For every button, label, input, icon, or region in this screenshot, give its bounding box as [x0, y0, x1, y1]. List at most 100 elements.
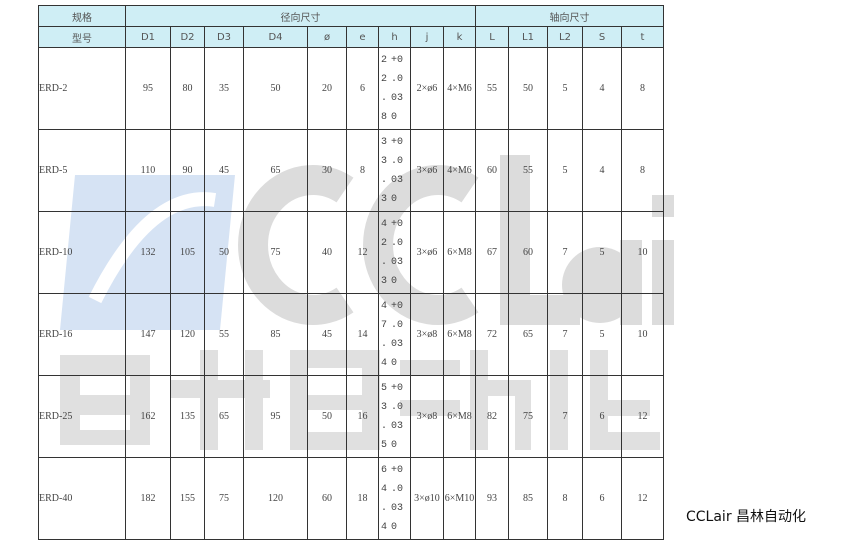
column-header: L1: [508, 26, 548, 48]
h-tolerance: .0: [391, 319, 404, 331]
column-header: e: [346, 26, 379, 48]
h-digit: .: [381, 92, 388, 104]
d4-cell: 95: [243, 375, 308, 458]
k-cell: 4×M6: [443, 47, 476, 130]
d3-cell: 55: [204, 293, 244, 376]
h-tolerance: 03: [391, 174, 404, 186]
h-digit: 4: [381, 218, 388, 230]
d3-cell: 75: [204, 457, 244, 540]
h-digit: .: [381, 174, 388, 186]
h-digit: .: [381, 256, 388, 268]
h-tolerance: +0: [391, 54, 404, 66]
h-tolerance: 0: [391, 275, 398, 287]
t-cell: 12: [621, 457, 664, 540]
header-radial: 径向尺寸: [125, 5, 476, 27]
d4-cell: 65: [243, 129, 308, 212]
d1-cell: 95: [125, 47, 171, 130]
column-header: D4: [243, 26, 308, 48]
h-tolerance: 0: [391, 111, 398, 123]
s-cell: 5: [582, 293, 622, 376]
l2-cell: 8: [547, 457, 583, 540]
h-line: 3.0: [381, 152, 410, 171]
table-row: ERD-10 132 105 50 75 40 12 4 +0 2.0. 03 3 0 3×ø6 6×M8 6…: [38, 211, 664, 294]
h-tolerance: 03: [391, 420, 404, 432]
d1-cell: 147: [125, 293, 171, 376]
d1-cell: 182: [125, 457, 171, 540]
d3-cell: 65: [204, 375, 244, 458]
h-line: . 03: [381, 335, 410, 354]
l1-cell: 50: [508, 47, 548, 130]
h-line: 3.0: [381, 398, 410, 417]
column-header: D2: [170, 26, 205, 48]
d2-cell: 135: [170, 375, 205, 458]
h-line: . 03: [381, 499, 410, 518]
h-line: 2 +0: [381, 51, 410, 70]
brand-label: CCLair 昌林自动化: [686, 509, 807, 525]
h-line: . 03: [381, 171, 410, 190]
j-cell: 3×ø8: [410, 375, 444, 458]
h-tolerance: +0: [391, 300, 404, 312]
h-tolerance: .0: [391, 237, 404, 249]
h-digit: 5: [381, 439, 388, 451]
column-header: t: [621, 26, 664, 48]
d1-cell: 110: [125, 129, 171, 212]
h-tolerance: 0: [391, 193, 398, 205]
h-digit: .: [381, 338, 388, 350]
table-row: ERD-16 147 120 55 85 45 14 4 +0 7.0. 03 4 0 3×ø8 6×M8 7…: [38, 293, 664, 376]
model-cell: ERD-10: [38, 211, 126, 294]
column-header: ø: [307, 26, 347, 48]
h-digit: .: [381, 420, 388, 432]
column-header: D3: [204, 26, 244, 48]
h-tolerance: +0: [391, 464, 404, 476]
l-cell: 82: [475, 375, 509, 458]
t-cell: 10: [621, 293, 664, 376]
model-cell: ERD-40: [38, 457, 126, 540]
table-row: ERD-40 182 155 75 120 60 18 6 +0 4.0. 03 4 0 3×ø10 6×M…: [38, 457, 664, 540]
h-digit: 3: [381, 275, 388, 287]
d2-cell: 90: [170, 129, 205, 212]
table-row: ERD-2 95 80 35 50 20 6 2 +0 2.0. 03 8 0 2×ø6 4×M6 55 50 5…: [38, 47, 664, 130]
column-header: L: [475, 26, 509, 48]
column-header: h: [378, 26, 411, 48]
h-line: 4 +0: [381, 215, 410, 234]
h-digit: 2: [381, 54, 388, 66]
table-row: ERD-25 162 135 65 95 50 16 5 +0 3.0. 03 5 0 3×ø8 6×M8 8…: [38, 375, 664, 458]
e-cell: 6: [346, 47, 379, 130]
h-cell: 6 +0 4.0. 03 4 0: [378, 457, 411, 540]
h-digit: 5: [381, 382, 388, 394]
h-tolerance: .0: [391, 401, 404, 413]
h-tolerance: 03: [391, 502, 404, 514]
h-line: 5 +0: [381, 379, 410, 398]
h-cell: 2 +0 2.0. 03 8 0: [378, 47, 411, 130]
d3-cell: 35: [204, 47, 244, 130]
h-line: . 03: [381, 417, 410, 436]
e-cell: 8: [346, 129, 379, 212]
d4-cell: 85: [243, 293, 308, 376]
column-header: S: [582, 26, 622, 48]
h-cell: 5 +0 3.0. 03 5 0: [378, 375, 411, 458]
l2-cell: 7: [547, 293, 583, 376]
t-cell: 8: [621, 129, 664, 212]
header-model: 型号: [38, 26, 126, 48]
phi-cell: 45: [307, 293, 347, 376]
h-cell: 4 +0 7.0. 03 4 0: [378, 293, 411, 376]
s-cell: 4: [582, 129, 622, 212]
s-cell: 4: [582, 47, 622, 130]
h-digit: 3: [381, 155, 388, 167]
h-digit: 2: [381, 73, 388, 85]
l-cell: 55: [475, 47, 509, 130]
h-tolerance: +0: [391, 382, 404, 394]
h-digit: 7: [381, 319, 388, 331]
l-cell: 60: [475, 129, 509, 212]
h-tolerance: .0: [391, 155, 404, 167]
h-line: 4.0: [381, 480, 410, 499]
k-cell: 6×M8: [443, 375, 476, 458]
d3-cell: 50: [204, 211, 244, 294]
l1-cell: 65: [508, 293, 548, 376]
column-header: k: [443, 26, 476, 48]
h-digit: .: [381, 502, 388, 514]
